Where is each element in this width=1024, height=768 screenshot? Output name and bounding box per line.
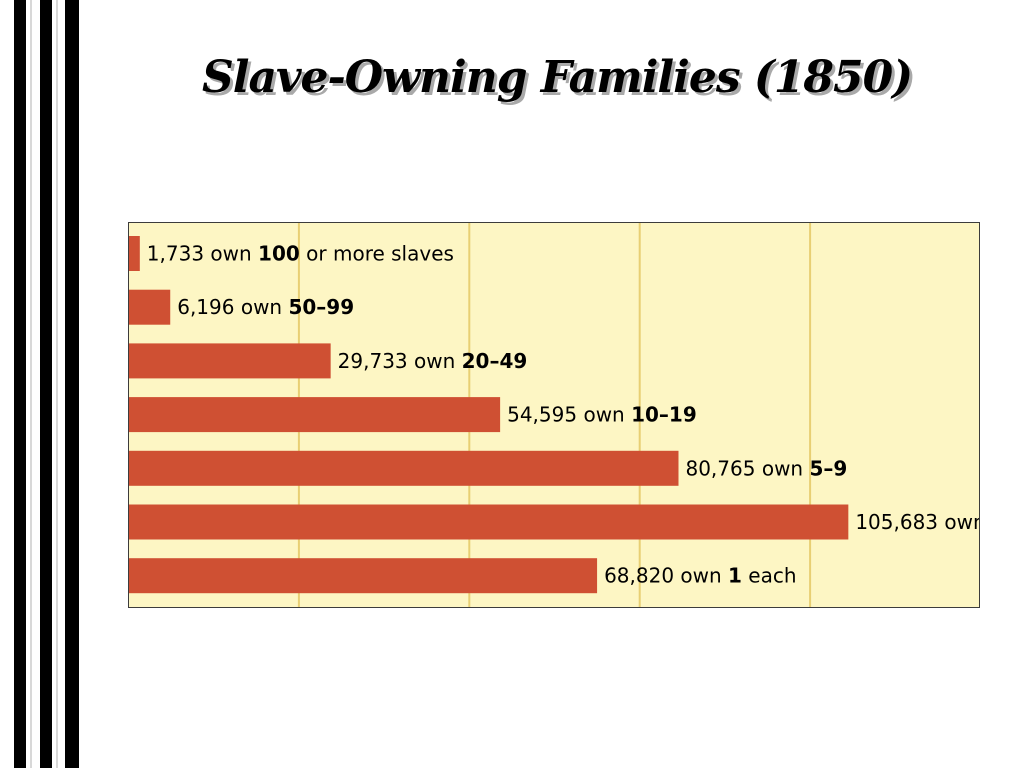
bar-label-count: 29,733 — [338, 349, 408, 373]
bar-label-count: 105,683 — [855, 510, 938, 534]
bar-label-count: 6,196 — [177, 295, 234, 319]
bar-label-count: 1,733 — [147, 242, 204, 266]
bar-label-group: 10–19 — [631, 403, 697, 427]
bar — [128, 558, 598, 594]
bar-label-own: own — [674, 564, 728, 588]
bar — [128, 343, 331, 379]
bar-label-own: own — [234, 295, 288, 319]
bar-label-count: 54,595 — [507, 403, 577, 427]
bar-label: 1,733 own 100 or more slaves — [147, 242, 454, 266]
bar-label-count: 80,765 — [685, 456, 755, 480]
bar-label-suffix: each — [742, 564, 797, 588]
bar — [128, 289, 171, 325]
bar — [128, 450, 679, 486]
bar-label-suffix: or more slaves — [300, 242, 454, 266]
bar — [128, 236, 140, 271]
stripe-gap — [56, 0, 58, 768]
bar-label-group: 50–99 — [288, 295, 354, 319]
left-stripe — [40, 0, 52, 768]
chart-svg: 1,733 own 100 or more slaves 6,196 own 50… — [128, 222, 980, 608]
bar-label: 54,595 own 10–19 — [507, 403, 697, 427]
bar-label: 29,733 own 20–49 — [338, 349, 528, 373]
label-layer: 1,733 own 100 or more slaves 6,196 own 50… — [147, 242, 980, 588]
bar-label-count: 68,820 — [604, 564, 674, 588]
left-stripe — [14, 0, 26, 768]
bar-label-group: 100 — [258, 242, 300, 266]
left-stripe — [65, 0, 79, 768]
bar-label-own: own — [938, 510, 980, 534]
bar-label: 105,683 own 2–4 — [855, 510, 980, 534]
bar-label: 68,820 own 1 each — [604, 564, 796, 588]
bar-label: 6,196 own 50–99 — [177, 295, 354, 319]
bar-label-group: 5–9 — [809, 456, 847, 480]
stripe-gap — [30, 0, 32, 768]
bar-label-own: own — [408, 349, 462, 373]
bar-layer — [128, 236, 849, 594]
bar-label: 80,765 own 5–9 — [685, 456, 847, 480]
slide-title: Slave-Owning Families (1850) — [201, 52, 913, 103]
bar-label-group: 1 — [728, 564, 742, 588]
bar — [128, 504, 849, 540]
bar-label-group: 20–49 — [462, 349, 528, 373]
bar — [128, 397, 501, 433]
bar-label-own: own — [577, 403, 631, 427]
chart-border — [128, 222, 980, 608]
bar-label-own: own — [755, 456, 809, 480]
bar-chart: 1,733 own 100 or more slaves 6,196 own 50… — [128, 222, 980, 608]
bar-label-own: own — [204, 242, 258, 266]
